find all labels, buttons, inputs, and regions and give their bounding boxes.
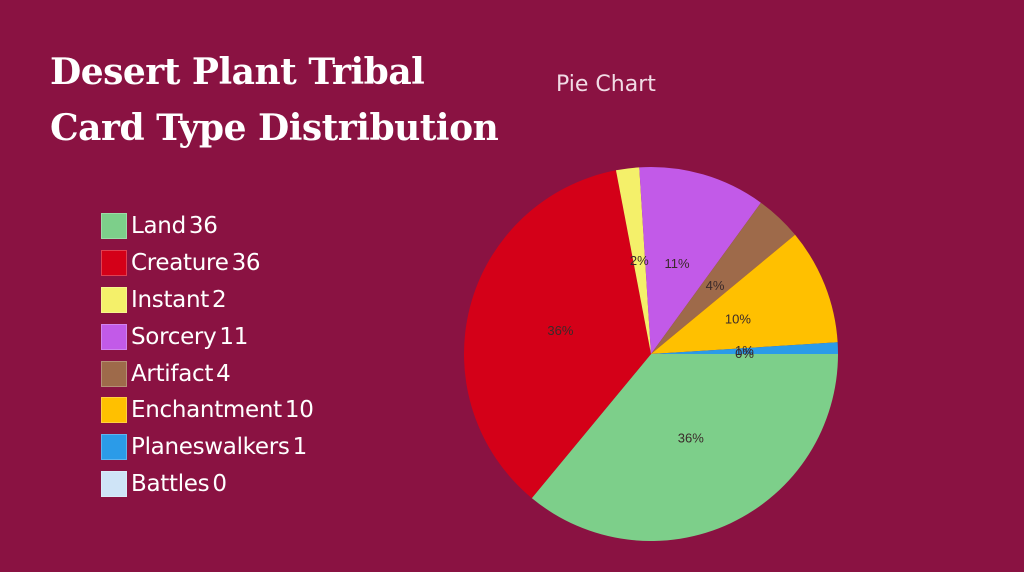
legend-value: 36 bbox=[231, 250, 261, 277]
legend-label: Planeswalkers bbox=[131, 434, 290, 461]
pie-slice-label: 36% bbox=[678, 431, 704, 446]
pie-slice-instant bbox=[615, 167, 651, 354]
legend-value: 1 bbox=[292, 434, 308, 461]
pie-slice-enchantment bbox=[651, 234, 838, 354]
legend-label: Instant bbox=[131, 286, 209, 313]
pie-labels: 36% 36% 2% 11% 4% 10% 1%0% bbox=[547, 253, 754, 445]
pie-slice-sorcery bbox=[639, 167, 761, 354]
legend-label: Land bbox=[131, 213, 186, 240]
legend-value: 11 bbox=[219, 323, 249, 350]
pie-slice-label: 1% bbox=[735, 343, 754, 358]
legend-value: 10 bbox=[284, 397, 314, 424]
pie-slice-planeswalkers bbox=[651, 342, 838, 354]
pie-slice-creature bbox=[463, 170, 651, 499]
pie-slice-label: 0% bbox=[735, 346, 754, 361]
legend-swatch bbox=[101, 323, 127, 350]
legend-item: Sorcery 11 bbox=[101, 318, 314, 355]
legend-item: Enchantment 10 bbox=[101, 392, 314, 429]
legend-value: 2 bbox=[211, 286, 227, 313]
legend-item: Creature 36 bbox=[101, 245, 314, 282]
pie-slices bbox=[463, 167, 838, 542]
pie-slice-label: 4% bbox=[706, 278, 725, 293]
legend-label: Battles bbox=[131, 470, 210, 497]
pie-slice-land bbox=[531, 354, 838, 542]
legend-label: Enchantment bbox=[131, 397, 282, 424]
chart-subtitle: Pie Chart bbox=[556, 72, 656, 97]
pie-slice-label: 11% bbox=[665, 256, 690, 271]
legend-swatch bbox=[101, 250, 127, 277]
legend-swatch bbox=[101, 286, 127, 313]
legend-item: Artifact 4 bbox=[101, 355, 314, 392]
legend-item: Instant 2 bbox=[101, 282, 314, 319]
legend-label: Creature bbox=[131, 250, 229, 277]
pie-slice-label: 36% bbox=[547, 323, 573, 338]
legend-item: Planeswalkers 1 bbox=[101, 429, 314, 466]
legend-label: Sorcery bbox=[131, 323, 217, 350]
pie-slice-label: 10% bbox=[725, 312, 751, 327]
legend-item: Land 36 bbox=[101, 208, 314, 245]
legend-swatch bbox=[101, 360, 127, 387]
legend-value: 4 bbox=[216, 360, 231, 387]
legend-item: Battles 0 bbox=[101, 466, 314, 503]
pie-slice-label: 2% bbox=[630, 253, 649, 268]
legend-value: 36 bbox=[188, 213, 218, 240]
pie-slice-artifact bbox=[651, 202, 796, 354]
legend-swatch bbox=[101, 397, 127, 424]
legend-label: Artifact bbox=[131, 360, 214, 387]
legend-swatch bbox=[101, 470, 127, 497]
legend-swatch bbox=[101, 434, 127, 461]
legend-swatch bbox=[101, 213, 127, 240]
legend: Land 36 Creature 36 Instant 2 Sorcery 11 Artifac… bbox=[101, 208, 314, 502]
chart-title: Desert Plant Tribal Card Type Distributi… bbox=[50, 51, 499, 149]
legend-value: 0 bbox=[212, 470, 227, 497]
